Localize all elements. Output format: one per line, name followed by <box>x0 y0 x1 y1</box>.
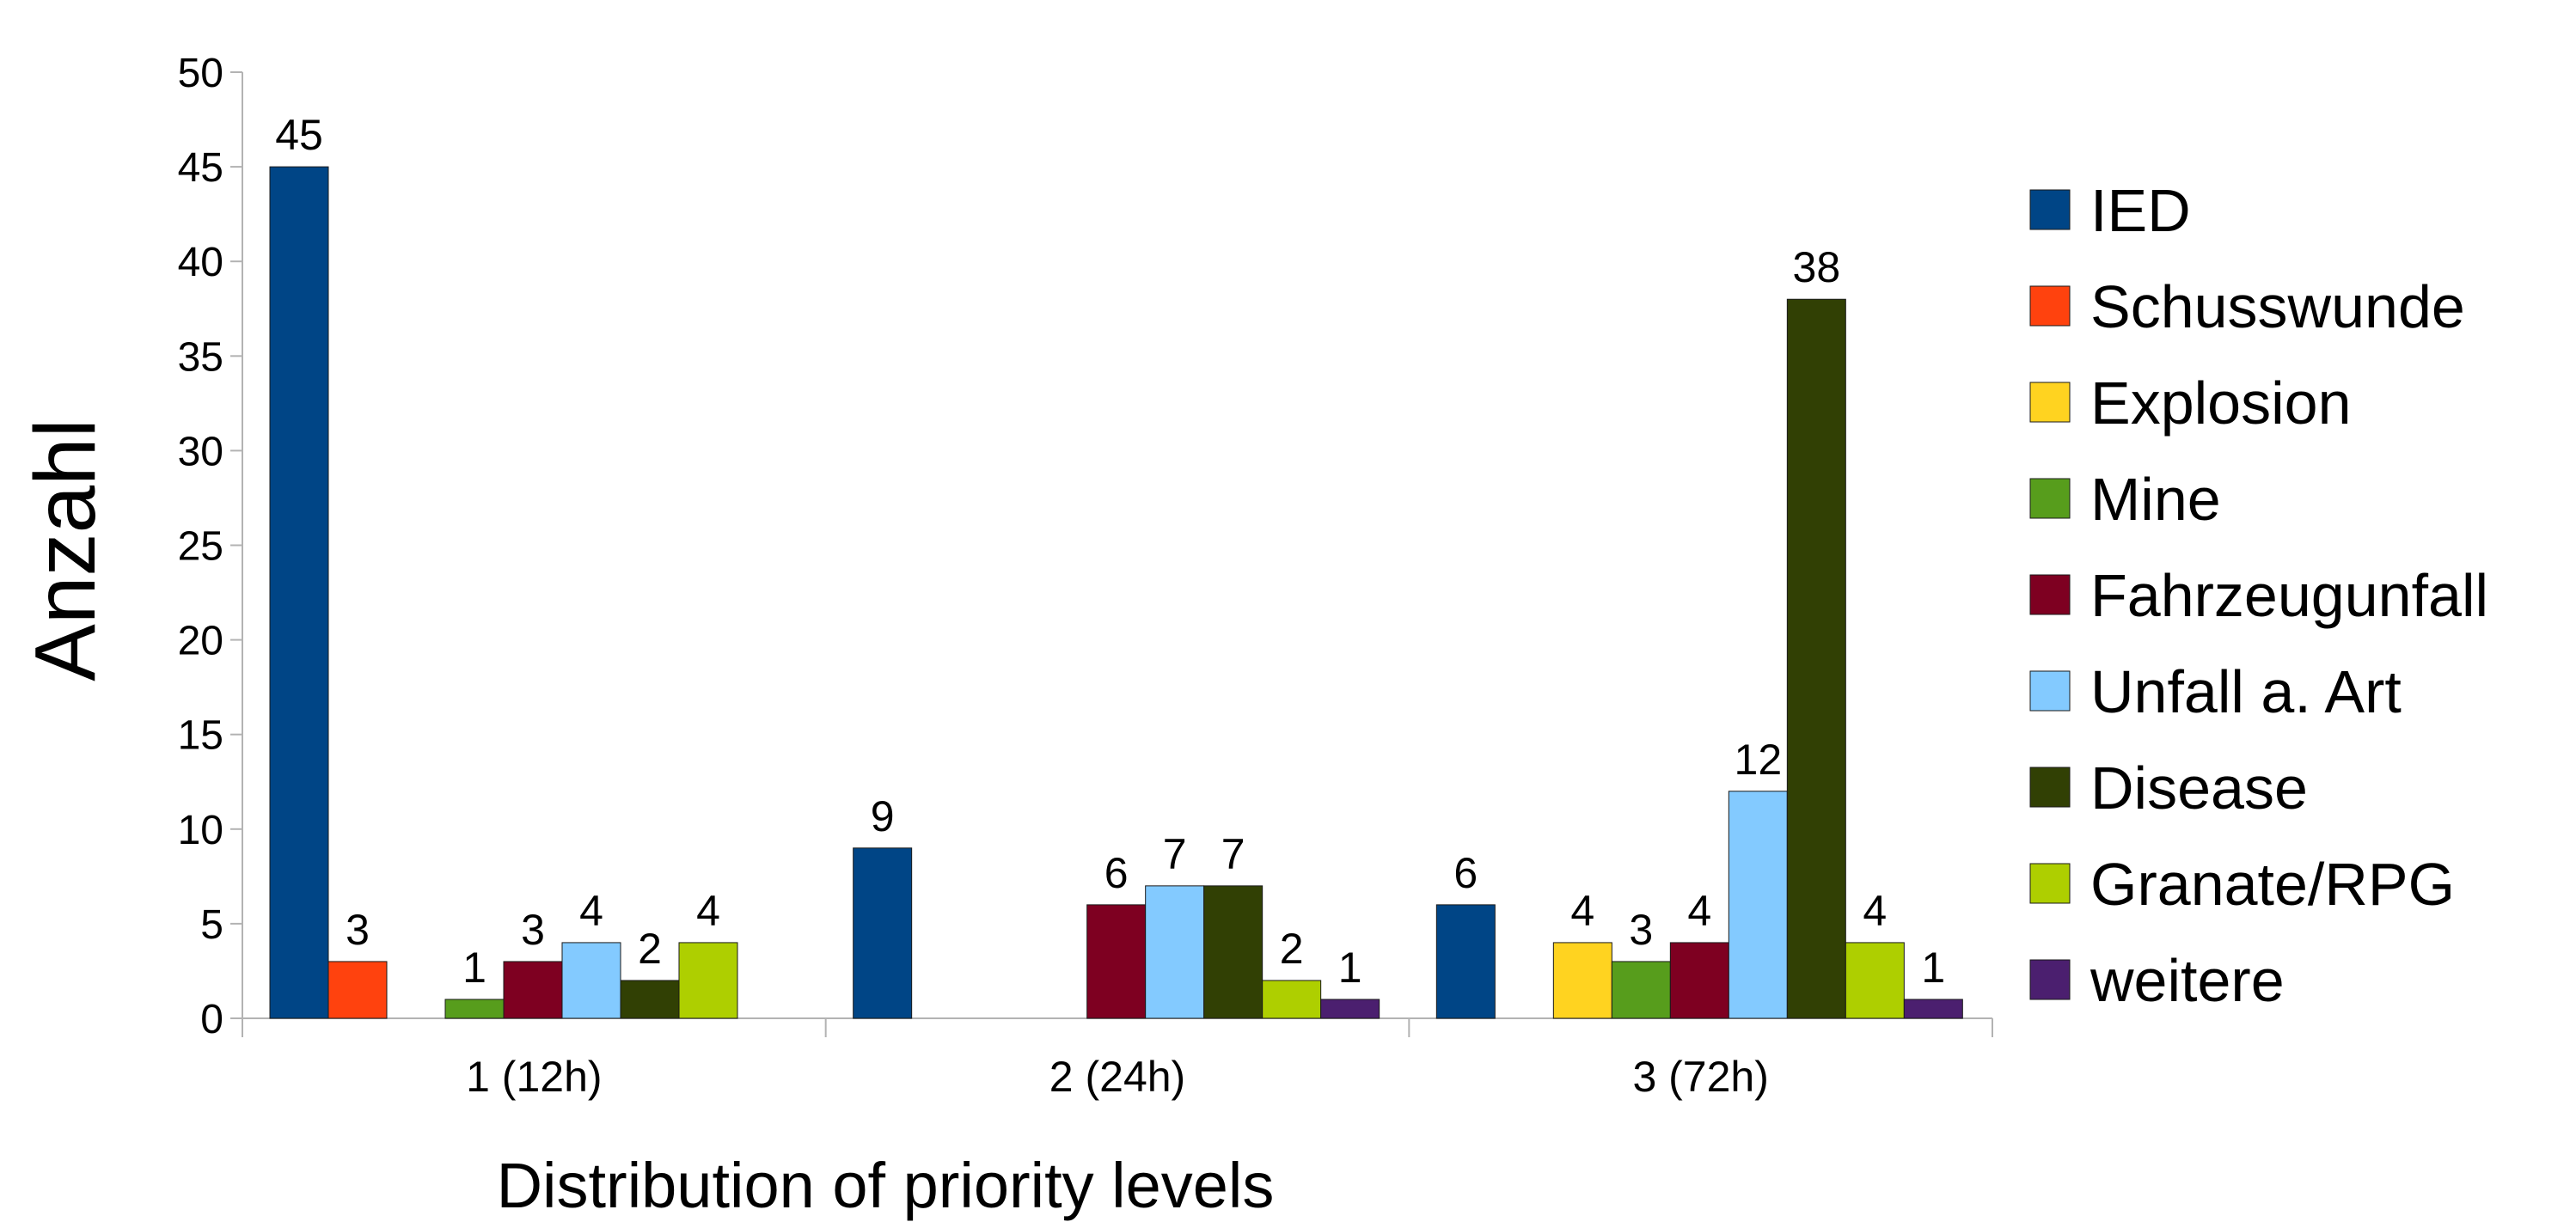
data-label: 7 <box>1163 830 1187 878</box>
legend-swatch <box>2029 478 2071 519</box>
legend-swatch <box>2029 382 2071 423</box>
x-category-label: 1 (12h) <box>466 1053 602 1101</box>
y-tick-label: 20 <box>178 619 223 664</box>
data-label: 45 <box>275 111 323 159</box>
data-label: 4 <box>696 887 720 935</box>
legend-label: Fahrzeugunfall <box>2090 562 2488 629</box>
x-category-label: 2 (24h) <box>1049 1053 1185 1101</box>
data-label: 4 <box>1687 887 1711 935</box>
bar-schusswunde <box>327 961 388 1019</box>
bar-fahrzeugunfall <box>503 961 563 1019</box>
data-label: 3 <box>521 906 545 954</box>
data-label: 4 <box>1570 887 1594 935</box>
data-label: 38 <box>1793 243 1841 291</box>
bar-mine <box>1611 961 1671 1019</box>
bar-fahrzeugunfall <box>1669 942 1729 1019</box>
y-tick-label: 45 <box>178 145 223 191</box>
y-tick-label: 40 <box>178 240 223 285</box>
data-label: 1 <box>1338 944 1362 992</box>
bar-disease <box>1203 885 1264 1019</box>
bar-unfall-a-art <box>1728 791 1788 1019</box>
y-axis: 0 5 10 15 20 25 30 35 40 45 50 <box>178 51 243 1042</box>
bar-unfall-a-art <box>1145 885 1205 1019</box>
bar-disease <box>1786 298 1846 1019</box>
y-tick-label: 0 <box>200 997 223 1042</box>
y-axis-title: Anzahl <box>17 418 113 681</box>
bar-weitere <box>1903 999 1963 1019</box>
y-tick-label: 25 <box>178 524 223 570</box>
legend: IED Schusswunde Explosion Mine Fahrzeugunfal… <box>2029 177 2488 1014</box>
data-label: 12 <box>1735 736 1783 784</box>
legend-label: Explosion <box>2090 370 2352 437</box>
legend-swatch <box>2029 863 2071 904</box>
y-tick-label: 15 <box>178 713 223 759</box>
data-label: 9 <box>871 792 895 840</box>
legend-swatch <box>2029 189 2071 230</box>
x-category-label: 3 (72h) <box>1632 1053 1768 1101</box>
legend-swatch <box>2029 959 2071 1000</box>
legend-label: Schusswunde <box>2090 273 2465 340</box>
y-tick-label: 10 <box>178 808 223 853</box>
data-label: 1 <box>1921 944 1945 992</box>
bar-granate-rpg <box>678 942 738 1019</box>
bar-granate-rpg <box>1845 942 1905 1019</box>
data-label: 3 <box>346 906 370 954</box>
x-axis-title: Distribution of priority levels <box>497 1150 1275 1221</box>
bars <box>269 166 1963 1019</box>
data-label: 6 <box>1104 849 1129 897</box>
x-axis: 1 (12h) 2 (24h) 3 (72h) <box>242 1017 1993 1101</box>
data-label: 2 <box>638 925 662 973</box>
bar-ied <box>1435 904 1496 1019</box>
legend-swatch <box>2029 670 2071 712</box>
legend-label: Granate/RPG <box>2090 851 2455 918</box>
y-tick-label: 50 <box>178 51 223 96</box>
legend-swatch <box>2029 285 2071 327</box>
data-label: 1 <box>462 944 486 992</box>
data-label: 2 <box>1280 925 1304 973</box>
bar-ied <box>853 847 913 1019</box>
legend-label: IED <box>2090 177 2191 244</box>
legend-label: Disease <box>2090 755 2308 822</box>
legend-label: weitere <box>2090 947 2285 1014</box>
bar-granate-rpg <box>1262 980 1322 1019</box>
data-label: 4 <box>579 887 603 935</box>
bar-unfall-a-art <box>561 942 621 1019</box>
bar-ied <box>269 166 329 1019</box>
bar-mine <box>444 999 505 1019</box>
legend-label: Mine <box>2090 466 2221 533</box>
y-tick-label: 30 <box>178 429 223 474</box>
data-label: 4 <box>1863 887 1887 935</box>
bar-fahrzeugunfall <box>1086 904 1147 1019</box>
data-label: 3 <box>1629 906 1653 954</box>
y-tick-label: 35 <box>178 334 223 380</box>
legend-swatch <box>2029 767 2071 808</box>
legend-swatch <box>2029 574 2071 615</box>
data-label: 6 <box>1453 849 1478 897</box>
bar-weitere <box>1320 999 1380 1019</box>
bar-disease <box>620 980 680 1019</box>
data-label: 7 <box>1221 830 1245 878</box>
bar-explosion <box>1552 942 1612 1019</box>
legend-label: Unfall a. Art <box>2090 658 2402 725</box>
y-tick-label: 5 <box>200 902 223 948</box>
